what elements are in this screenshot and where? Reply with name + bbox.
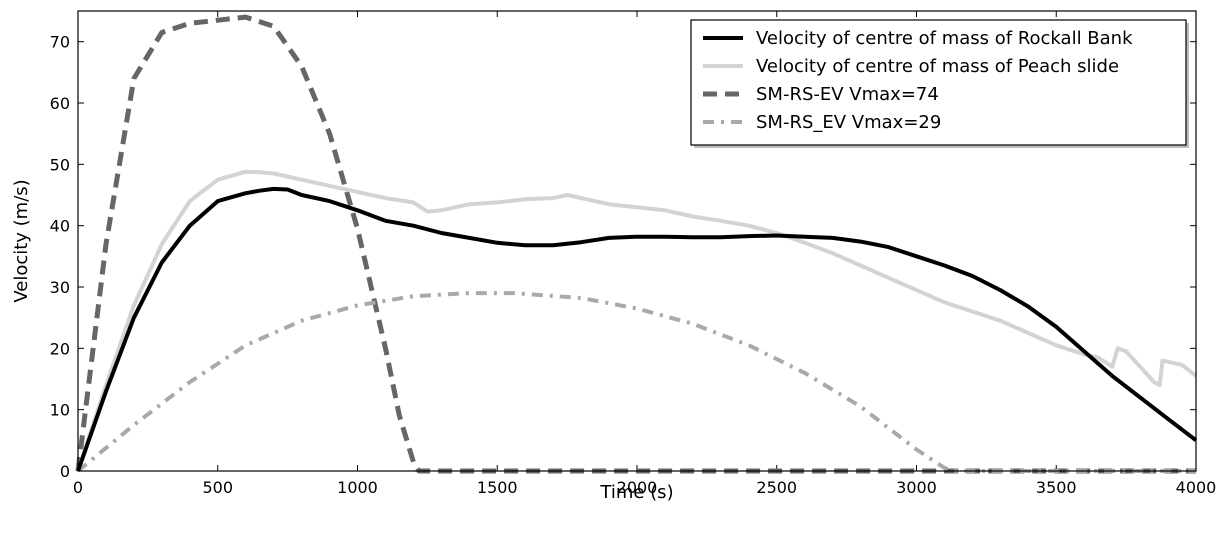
x-tick-label: 3500 (1036, 478, 1077, 497)
x-tick-label: 1000 (337, 478, 378, 497)
series-line-1 (76, 186, 1198, 472)
x-tick-label: 2000 (617, 478, 658, 497)
legend-label: Velocity of centre of mass of Rockall Ba… (756, 28, 1133, 49)
series-line-2 (76, 169, 1198, 472)
x-tick-label: 1500 (477, 478, 518, 497)
y-tick-label: 30 (50, 278, 70, 297)
y-tick-label: 20 (50, 339, 70, 358)
plot-frame (77, 10, 1197, 472)
y-tick-label: 50 (50, 155, 70, 174)
x-tick-label: 0 (73, 478, 83, 497)
y-tick-label: 0 (60, 462, 70, 481)
legend-label: Velocity of centre of mass of Peach slid… (756, 56, 1119, 77)
y-tick-label: 70 (50, 33, 70, 52)
x-tick-label: 500 (202, 478, 233, 497)
y-tick-label: 10 (50, 401, 70, 420)
ticks-layer: 0 500 1000 1500 2000 2500 3000 3500 4000 0 10 20 30 4… (50, 11, 1217, 497)
legend-label: SM-RS_EV Vmax=29 (756, 112, 941, 133)
x-axis-label: Time (s) (599, 482, 673, 503)
y-tick-label: 40 (50, 217, 70, 236)
legend-label: SM-RS-EV Vmax=74 (756, 84, 939, 105)
x-tick-label: 2500 (756, 478, 797, 497)
legend: Velocity of centre of mass of Rockall Ba… (690, 19, 1189, 148)
x-tick-label: 3000 (896, 478, 937, 497)
legend-box (690, 19, 1187, 146)
series-line-4 (76, 291, 1196, 473)
x-tick-label: 4000 (1176, 478, 1217, 497)
y-tick-label: 60 (50, 94, 70, 113)
y-axis-label: Velocity (m/s) (11, 179, 32, 302)
